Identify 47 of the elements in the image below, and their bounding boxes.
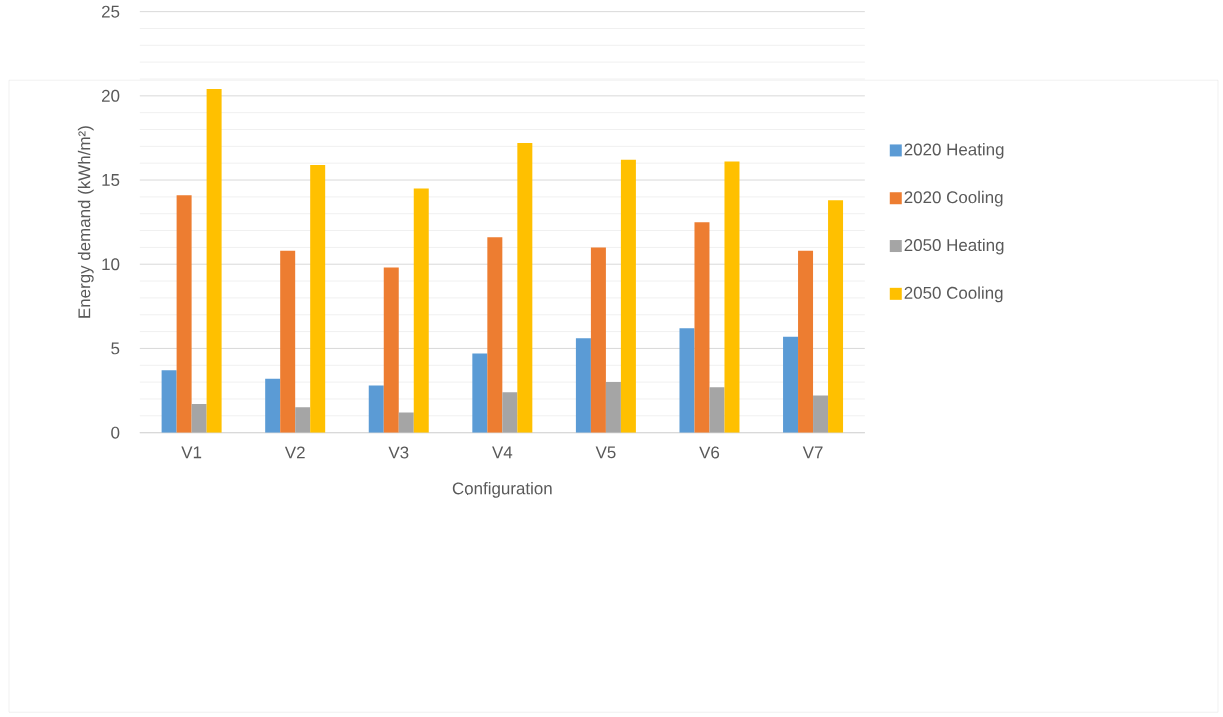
x-tick-label: V5 (595, 446, 616, 459)
legend-label: 2020 Heating (904, 142, 1004, 159)
bar (487, 237, 503, 433)
legend-label: 2050 Heating (904, 238, 1004, 255)
bar (161, 370, 177, 433)
bar (694, 222, 710, 433)
bar (517, 142, 533, 433)
bar (724, 161, 740, 433)
bar (191, 403, 207, 433)
x-tick-label: V2 (284, 446, 305, 459)
legend-label: 2050 Cooling (904, 286, 1003, 303)
bar (265, 378, 281, 433)
bar (679, 328, 695, 433)
bar (280, 250, 296, 433)
x-tick-label: V4 (492, 446, 513, 459)
x-axis-title: Configuration (452, 481, 552, 498)
bar (368, 385, 384, 433)
x-tick-label: V3 (388, 446, 409, 459)
legend-label: 2020 Cooling (904, 190, 1003, 207)
y-tick-label: 0 (111, 426, 120, 439)
bar (575, 338, 591, 433)
bar (502, 392, 518, 433)
bar (590, 247, 606, 433)
bar (206, 88, 222, 433)
y-axis-title: Energy demand (kWh/m²) (77, 126, 94, 318)
y-tick-label: 25 (102, 5, 120, 18)
bar (310, 164, 326, 433)
x-tick-label: V7 (802, 446, 823, 459)
bar (413, 188, 429, 433)
bar (813, 395, 829, 433)
y-tick-label: 5 (111, 342, 120, 355)
bar (783, 336, 799, 433)
bar (620, 159, 636, 433)
y-tick-label: 20 (102, 89, 120, 102)
bar (828, 200, 844, 433)
y-tick-label: 15 (102, 174, 120, 186)
x-tick-label: V1 (181, 446, 202, 459)
y-tick-label: 10 (102, 258, 120, 271)
bar (176, 195, 192, 433)
bar (398, 412, 414, 433)
bar (383, 267, 399, 433)
bar (605, 382, 621, 433)
bar (295, 407, 311, 433)
x-tick-label: V6 (699, 446, 720, 459)
bar (798, 250, 814, 433)
bar (472, 353, 488, 433)
bar (709, 387, 725, 433)
